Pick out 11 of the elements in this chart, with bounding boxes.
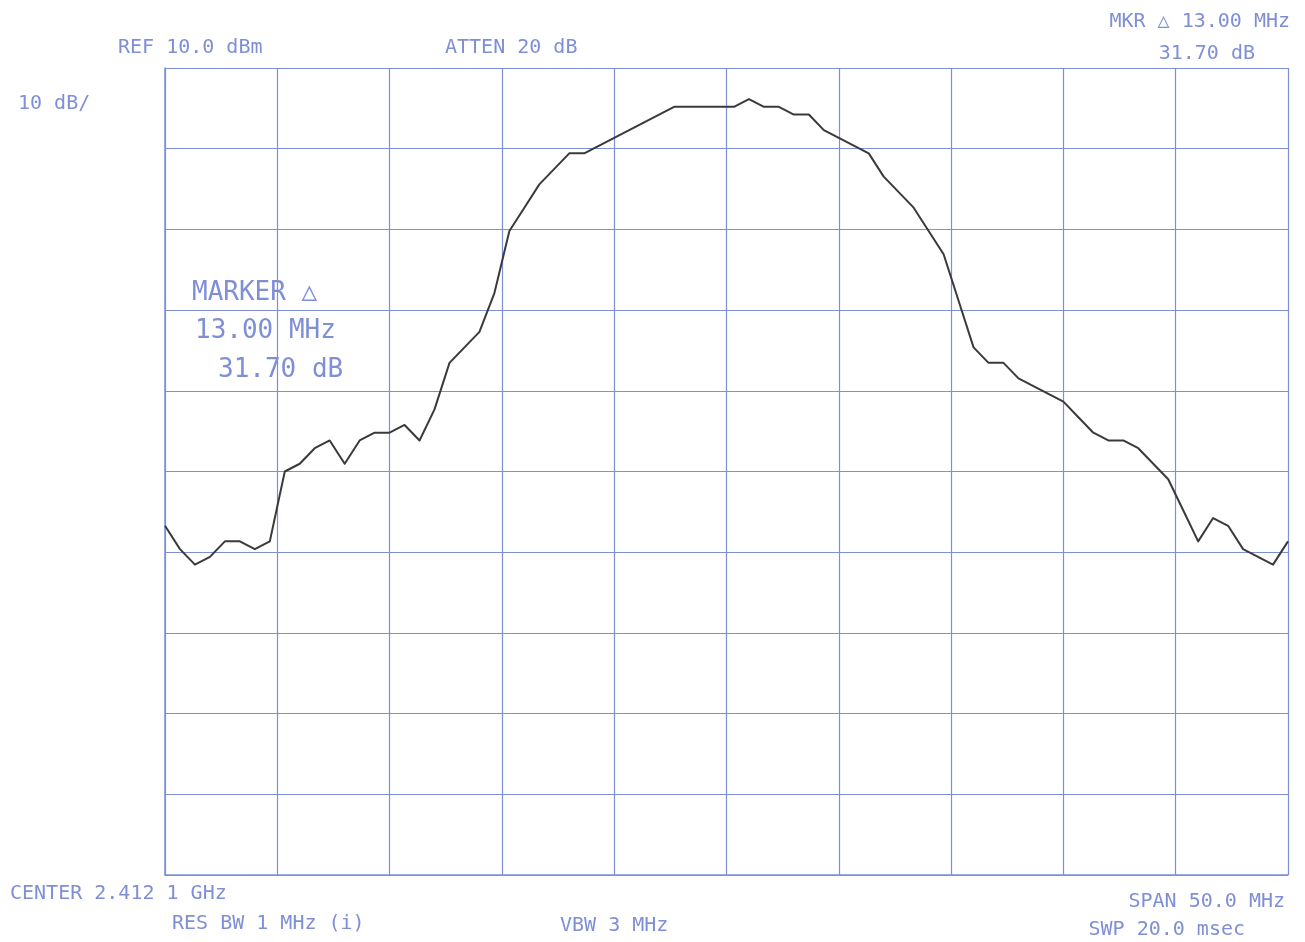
text: 31.70 dB: [1158, 40, 1255, 64]
text: ATTEN 20 dB: [445, 34, 578, 58]
text: 10 dB/: [18, 90, 91, 114]
text: REF 10.0 dBm: [118, 34, 263, 58]
text: RES BW 1 MHz (i): [172, 910, 365, 934]
text: CENTER 2.412 1 GHz: [10, 880, 227, 904]
annotation: 13.00 MHz: [195, 314, 336, 344]
text: VBW 3 MHz: [560, 912, 669, 936]
text: SWP 20.0 msec: [1088, 916, 1246, 940]
text: SPAN 50.0 MHz: [1128, 888, 1286, 912]
text: MKR △ 13.00 MHz: [1109, 8, 1291, 32]
